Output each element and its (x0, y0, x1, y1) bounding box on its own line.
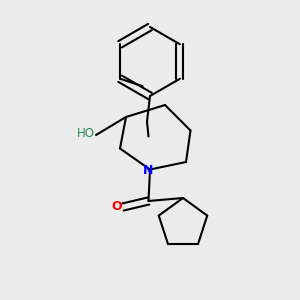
Text: N: N (143, 164, 154, 178)
Text: HO: HO (76, 127, 94, 140)
Text: O: O (111, 200, 122, 214)
